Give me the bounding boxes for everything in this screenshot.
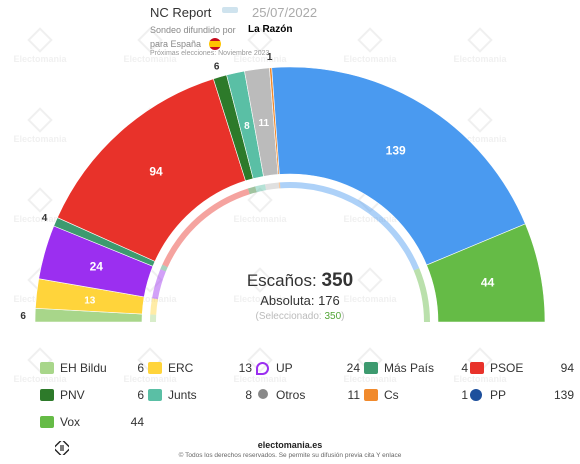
majority-line: Absoluta: 176 (200, 293, 400, 308)
legend-name: Vox (60, 415, 81, 429)
pollster-name: NC Report (150, 5, 212, 20)
inner-ring-up (152, 269, 166, 300)
inner-ring-junts (255, 184, 267, 193)
inner-ring-pp (279, 182, 420, 271)
legend-item-pp: PP 139 (470, 387, 575, 405)
legend-seats: 6 (137, 388, 144, 402)
legend-seats: 11 (347, 388, 360, 402)
junts-logo-icon (148, 389, 162, 401)
legend-name: ERC (168, 361, 194, 375)
legend-item-vox: Vox 44 (40, 414, 145, 432)
poll-date: 25/07/2022 (252, 5, 318, 20)
legend-item-psoe: PSOE 94 (470, 360, 575, 378)
legend-name: UP (276, 361, 293, 375)
arc-pp (271, 66, 526, 266)
legend-item-otros: Otros 11 (256, 387, 361, 405)
up-heart-logo-icon (256, 362, 269, 375)
selected-prefix: (Seleccionado: (255, 311, 325, 322)
legend: EH Bildu 6 ERC 13 UP 24 Más País 4 PSOE 94 PNV 6 Jun… (0, 360, 580, 435)
legend-seats: 94 (560, 361, 574, 375)
next-elections: Próximas elecciones: Noviembre 2023 (150, 50, 270, 57)
legend-name: PP (490, 388, 507, 402)
arc-label-pnv: 6 (214, 61, 220, 72)
legend-name: PNV (60, 388, 85, 402)
arc-label-cs: 1 (267, 52, 273, 63)
arc-label-up: 24 (90, 260, 104, 274)
majority-label: Absoluta: (260, 293, 315, 308)
spain-flag-icon (209, 38, 221, 50)
legend-seats: 139 (553, 388, 574, 402)
inner-ring-vox (413, 268, 430, 322)
arc-label-psoe: 94 (149, 164, 163, 178)
otros-dot-icon (258, 389, 268, 399)
selected-value: 350 (324, 311, 342, 322)
vox-logo-icon (40, 416, 54, 428)
seats-label: Escaños: (246, 271, 317, 290)
legend-seats: 8 (245, 388, 252, 402)
pnv-logo-icon (40, 389, 54, 401)
arc-label-pp: 139 (386, 143, 406, 157)
legend-name: Cs (384, 388, 399, 402)
selected-suffix: ) (341, 311, 345, 322)
legend-item-junts: Junts 8 (148, 387, 253, 405)
legend-name: Otros (276, 388, 306, 402)
legend-item-pnv: PNV 6 (40, 387, 145, 405)
seats-total: 350 (321, 270, 354, 291)
legend-seats: 44 (130, 415, 144, 429)
region-label: para España (150, 39, 202, 49)
legend-seats: 4 (461, 361, 468, 375)
selected-line: (Seleccionado: 350) (200, 311, 400, 322)
legend-item-cs: Cs 1 (364, 387, 469, 405)
inner-ring-erc (150, 298, 158, 315)
mas-pais-logo-icon (364, 362, 378, 374)
legend-name: Junts (168, 388, 197, 402)
arc-vox (426, 223, 546, 323)
arc-label-erc: 13 (84, 295, 96, 306)
inner-ring-m-s-pa-s (160, 264, 168, 272)
arc-label-otros: 11 (259, 118, 270, 129)
sondeo-label: Sondeo difundido por (150, 25, 236, 35)
erc-logo-icon (148, 362, 162, 374)
legend-seats: 1 (461, 388, 468, 402)
arc-label-m-s-pa-s: 4 (42, 213, 48, 224)
legend-name: Más País (384, 361, 435, 375)
arc-label-eh-bildu: 6 (20, 311, 26, 322)
footer-copyright: © Todos los derechos reservados. Se perm… (178, 452, 402, 459)
psoe-logo-icon (470, 362, 484, 374)
majority-value: 176 (318, 293, 340, 308)
seats-total-line: Escaños: 350 (200, 270, 400, 292)
arc-label-vox: 44 (481, 275, 495, 289)
media-name: La Razón (248, 24, 293, 35)
inner-ring-cs (278, 182, 281, 189)
legend-seats: 24 (346, 361, 360, 375)
legend-item-m-s-pa-s: Más País 4 (364, 360, 469, 378)
cs-logo-icon (364, 389, 378, 401)
arc-label-junts: 8 (244, 121, 250, 132)
inner-ring-eh-bildu (150, 314, 157, 322)
legend-seats: 6 (137, 361, 144, 375)
pp-logo-icon (470, 389, 482, 401)
electomania-logo-icon (55, 441, 69, 455)
legend-item-erc: ERC 13 (148, 360, 253, 378)
inner-ring-psoe (162, 188, 250, 268)
legend-seats: 13 (238, 361, 252, 375)
legend-item-up: UP 24 (256, 360, 361, 378)
legend-name: PSOE (490, 361, 524, 375)
pollster-logo-icon (222, 7, 238, 13)
eh-bildu-logo-icon (40, 362, 54, 374)
legend-name: EH Bildu (60, 361, 107, 375)
legend-item-eh-bildu: EH Bildu 6 (40, 360, 145, 378)
footer-brand: electomania.es (257, 440, 323, 450)
inner-ring-pnv (247, 186, 257, 195)
inner-ring-otros (265, 182, 280, 191)
